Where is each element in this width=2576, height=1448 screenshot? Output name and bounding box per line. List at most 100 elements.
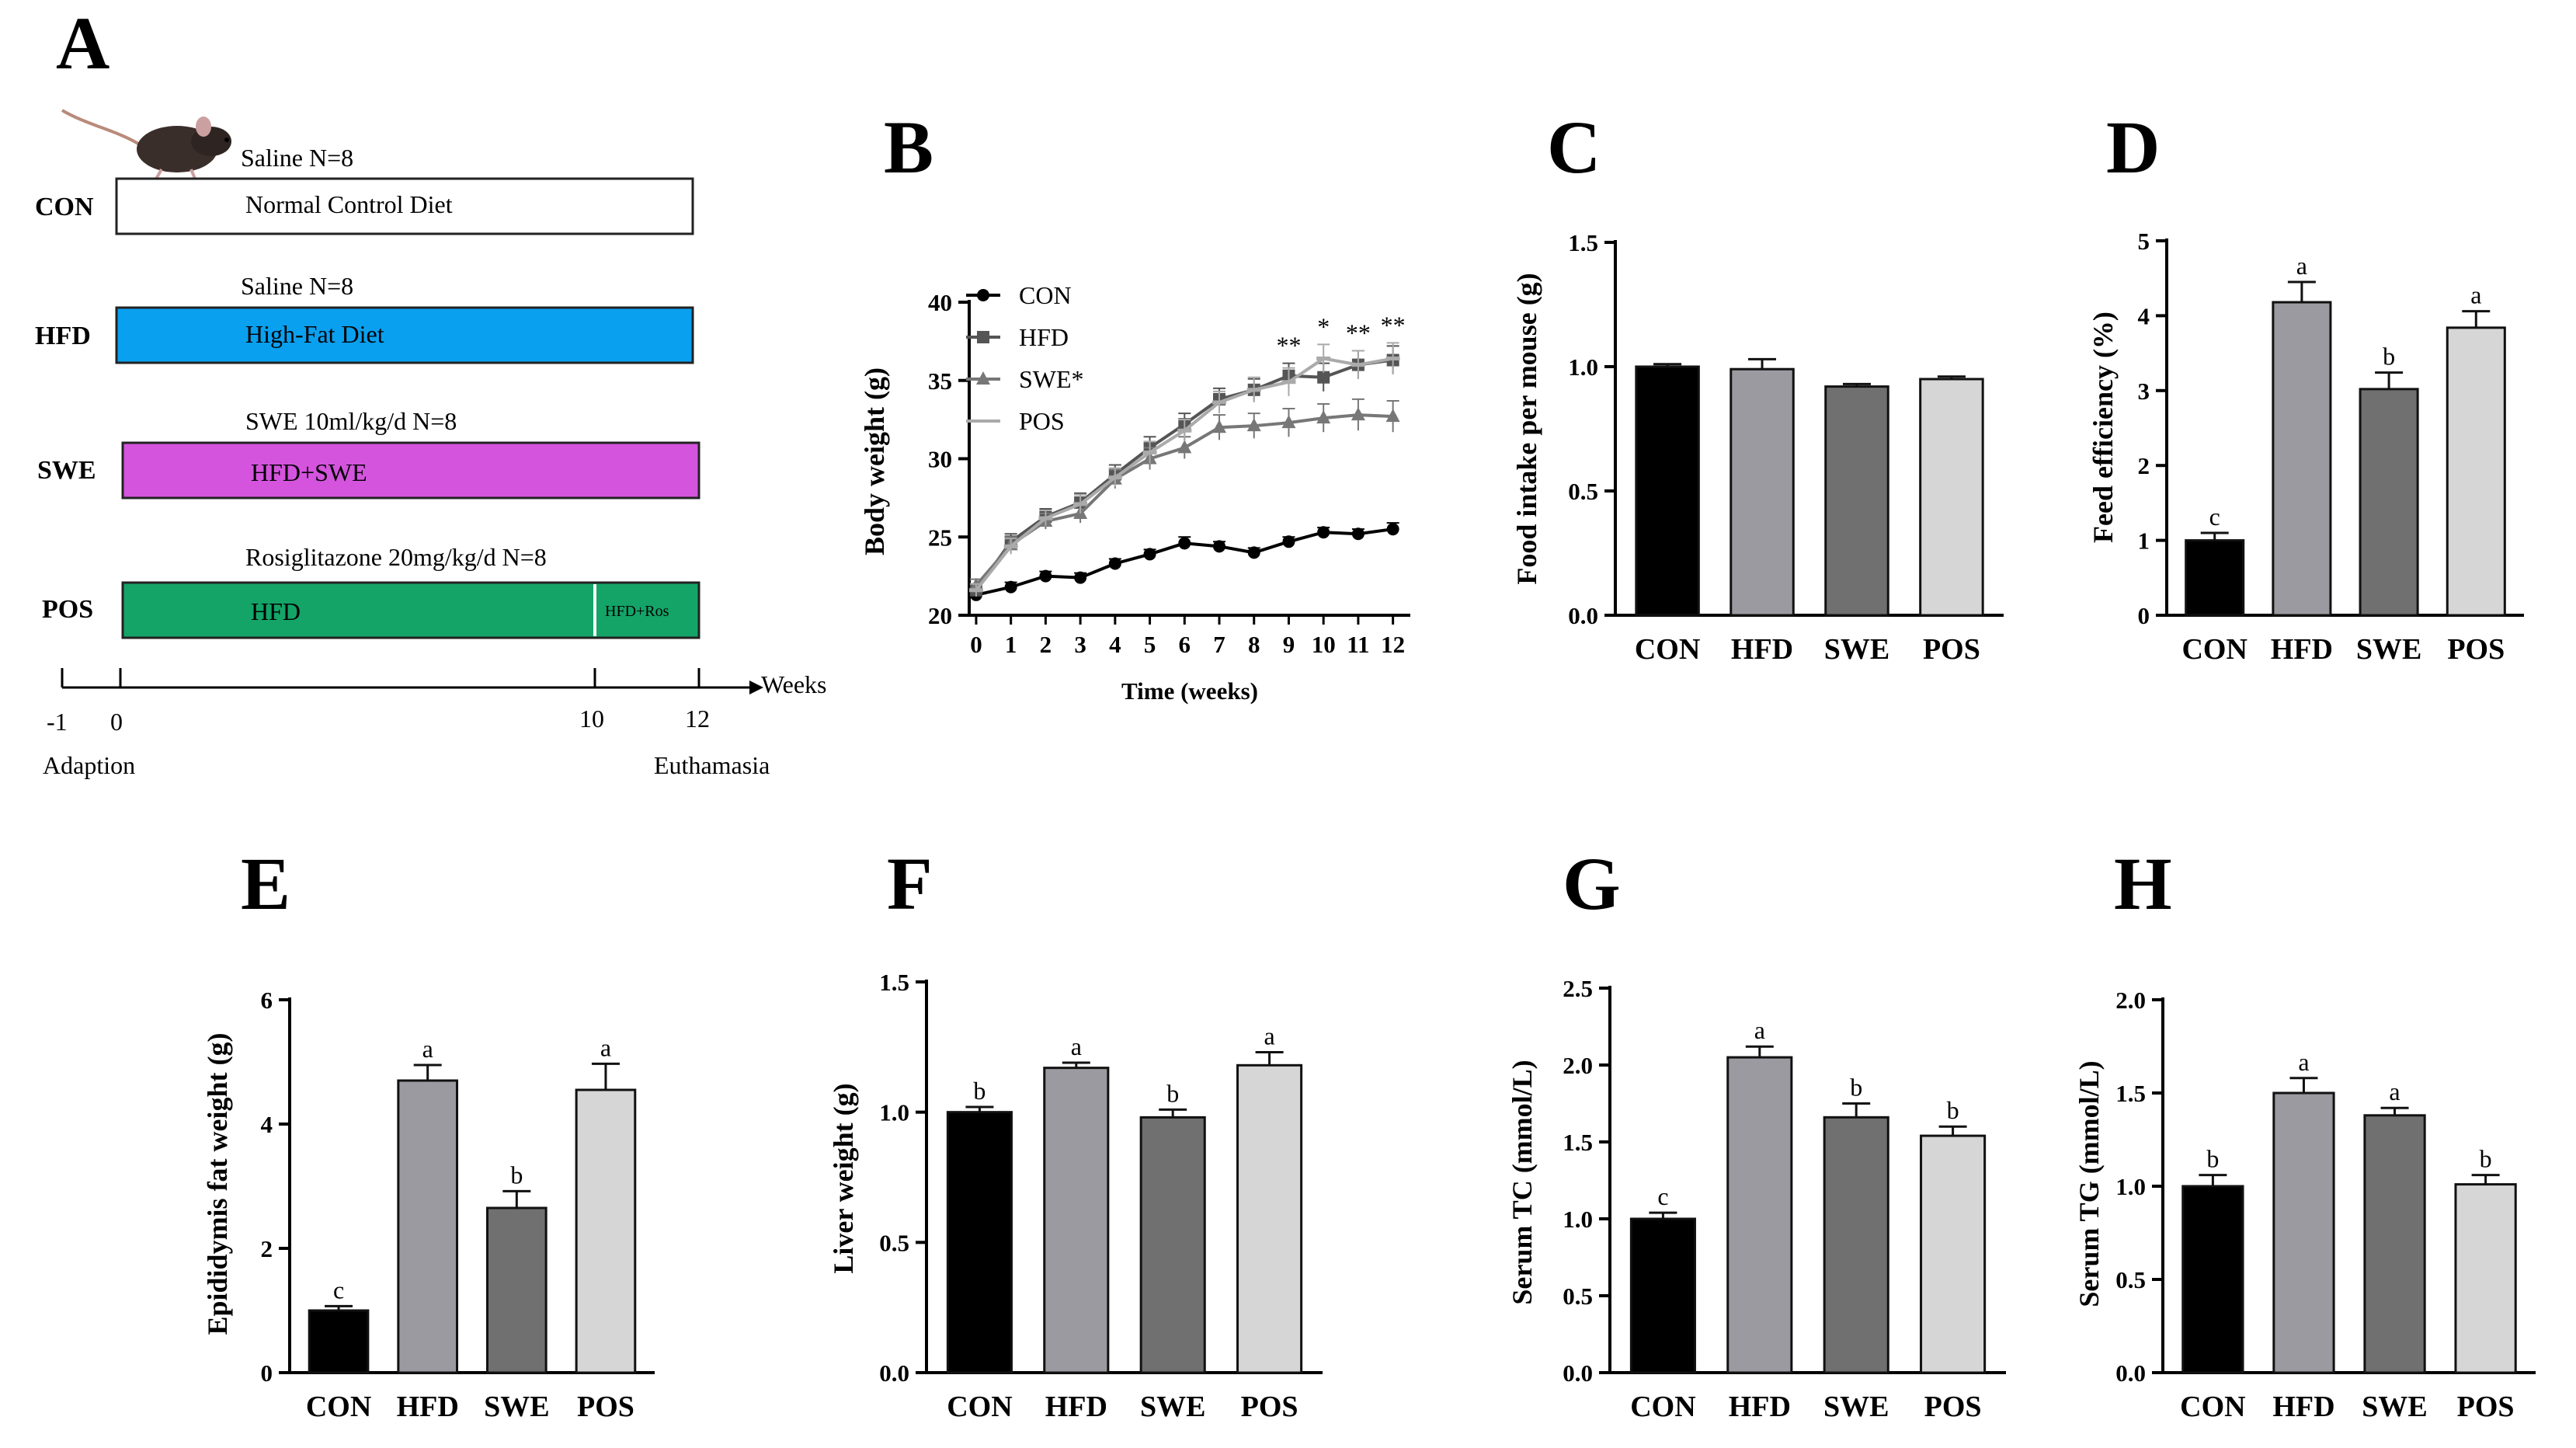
significance-letter: b: [1850, 1074, 1862, 1102]
y-tick-label: 2: [261, 1235, 273, 1262]
x-tick-label: 9: [1283, 631, 1295, 658]
bar: [1635, 365, 1700, 617]
legend-marker: [977, 331, 989, 343]
y-axis-label: Serum TG (mmol/L): [2074, 1060, 2105, 1307]
significance-letter: a: [1264, 1022, 1274, 1050]
data-point: [1351, 527, 1364, 541]
category-label: HFD: [1731, 633, 1793, 666]
y-axis-label: Food intake per mouse (g): [1511, 273, 1542, 584]
category-label: SWE: [1824, 633, 1889, 666]
category-label: POS: [2457, 1391, 2515, 1423]
significance-letter: a: [2296, 252, 2307, 280]
chart-epididymis-fat: 0 2 4 6 Epididymis fat weight (g) c CON a HFD b SW…: [202, 987, 655, 1423]
y-tick-label: 1.5: [1568, 229, 1598, 256]
significance-letter: a: [422, 1035, 433, 1063]
x-tick-label: 6: [1179, 631, 1191, 658]
data-point: [1108, 557, 1121, 570]
data-point: [1246, 418, 1261, 432]
y-tick-label: 35: [928, 367, 952, 395]
significance-letter: b: [510, 1161, 523, 1189]
data-point: [1039, 569, 1052, 583]
x-tick-label: 11: [1347, 631, 1369, 658]
category-label: HFD: [2271, 633, 2333, 666]
x-tick-label: 4: [1109, 631, 1121, 658]
significance-marker: **: [1346, 318, 1371, 346]
y-axis-label: Serum TC (mmol/L): [1507, 1060, 1538, 1304]
panel-label-d: D: [2106, 106, 2160, 189]
schedule-start-label: Adaption: [43, 751, 135, 779]
panel-label-b: B: [884, 106, 933, 189]
schedule-group-con: CON: [35, 193, 94, 221]
significance-letter: b: [2480, 1145, 2492, 1173]
data-point: [1385, 409, 1400, 423]
category-label: CON: [2180, 1391, 2245, 1423]
x-tick-label: 2: [1040, 631, 1052, 658]
y-tick-label: 1.5: [1563, 1129, 1593, 1156]
significance-letter: b: [973, 1077, 986, 1105]
schedule-header-hfd: Saline N=8: [241, 272, 353, 300]
schedule-bar-text-pos: HFD: [251, 597, 301, 625]
significance-letter: a: [2389, 1077, 2400, 1105]
schedule-bar-hfd: [115, 306, 694, 364]
data-point: [1004, 580, 1017, 593]
chart-feed-efficiency: 0 1 2 3 4 5 Feed efficiency (%) c CON a HFD b SWE a PO…: [2088, 228, 2524, 666]
y-tick-label: 0.5: [879, 1229, 909, 1256]
significance-letter: a: [600, 1033, 611, 1061]
y-tick-label: 0.0: [2115, 1359, 2146, 1387]
legend-label: POS: [1019, 407, 1065, 435]
bar: [2363, 1114, 2426, 1374]
data-point: [1317, 526, 1330, 539]
y-tick-label: 25: [928, 524, 952, 551]
bar: [946, 1111, 1013, 1374]
x-tick-label: 5: [1144, 631, 1156, 658]
category-label: CON: [1630, 1391, 1695, 1423]
category-label: POS: [2447, 633, 2505, 666]
panel-label-f: F: [887, 842, 933, 925]
x-axis-label: Time (weeks): [1121, 677, 1258, 705]
category-label: HFD: [397, 1391, 459, 1423]
significance-letter: b: [2206, 1145, 2219, 1173]
schedule-bar-con: [115, 177, 694, 235]
legend-marker: [977, 289, 989, 301]
bar: [485, 1206, 548, 1374]
bar: [1823, 1116, 1889, 1374]
data-point: [1281, 415, 1296, 429]
y-tick-label: 6: [261, 987, 273, 1014]
schedule-bar-text-hfd: High-Fat Diet: [245, 320, 384, 348]
bar: [2359, 388, 2419, 617]
y-tick-label: 0.5: [2115, 1266, 2146, 1293]
category-label: HFD: [1045, 1391, 1107, 1423]
x-tick-label: 10: [1312, 631, 1336, 658]
data-point: [1178, 537, 1191, 550]
schedule-bar-pos: [121, 581, 700, 639]
bar: [1919, 378, 1984, 617]
category-label: CON: [947, 1391, 1012, 1423]
x-tick-label: 3: [1074, 631, 1086, 658]
category-label: POS: [1924, 1391, 1982, 1423]
schedule-bar-text-pos-ros: HFD+Ros: [605, 603, 669, 620]
bar: [308, 1309, 370, 1374]
panel-label-e: E: [241, 842, 290, 925]
data-point: [1213, 540, 1226, 553]
schedule-group-swe: SWE: [37, 456, 96, 485]
x-tick-label: 1: [1005, 631, 1017, 658]
chart-serum-tg: 0.0 0.5 1.0 1.5 2.0 Serum TG (mmol/L) b CON a HFD…: [2074, 987, 2536, 1423]
series-line: [975, 357, 1393, 592]
category-label: HFD: [2272, 1391, 2334, 1423]
schedule-group-hfd: HFD: [35, 322, 91, 350]
y-tick-label: 3: [2138, 378, 2150, 405]
bar: [575, 1088, 637, 1374]
y-tick-label: 1.0: [879, 1099, 909, 1126]
y-tick-label: 2.0: [1563, 1052, 1593, 1079]
significance-letter: b: [1166, 1079, 1179, 1107]
schedule-tick: 0: [110, 708, 123, 736]
category-label: POS: [1241, 1391, 1298, 1423]
y-tick-label: 0.5: [1563, 1283, 1593, 1310]
y-tick-label: 0: [261, 1359, 273, 1387]
bar: [2272, 301, 2332, 617]
chart-liver-weight: 0.0 0.5 1.0 1.5 Liver weight (g) b CON a HFD b SWE…: [828, 969, 1323, 1423]
schedule-tick: 12: [685, 705, 710, 733]
schedule-header-con: Saline N=8: [241, 144, 353, 172]
